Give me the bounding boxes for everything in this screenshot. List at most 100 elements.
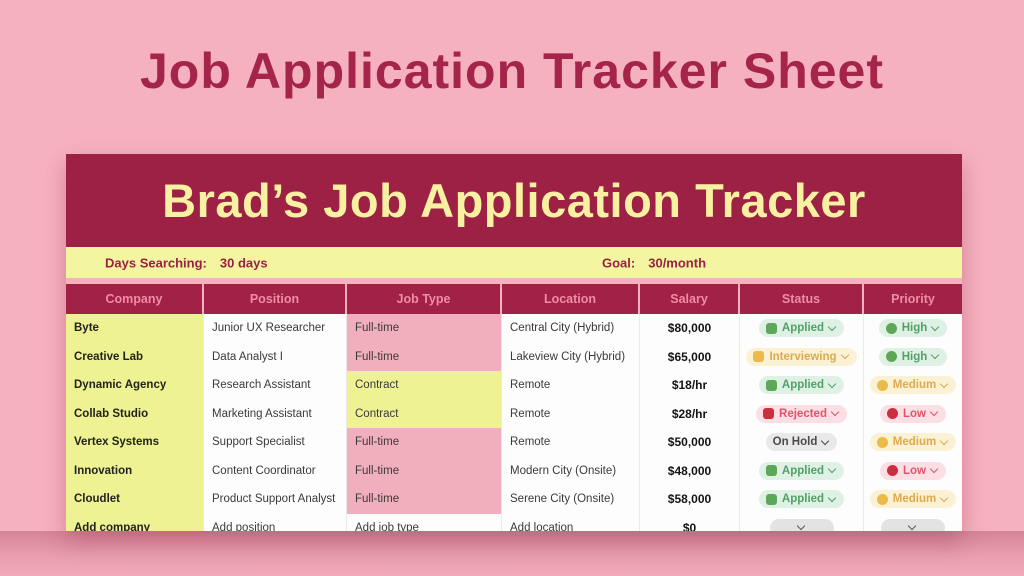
salary-cell[interactable]: $48,000 xyxy=(640,456,740,485)
priority-dropdown[interactable] xyxy=(881,518,945,531)
priority-dropdown[interactable]: Low xyxy=(880,461,946,480)
status-dropdown[interactable]: Applied xyxy=(758,319,845,338)
priority-cell: Low xyxy=(864,400,962,429)
days-searching-group: Days Searching: 30 days xyxy=(105,255,268,270)
priority-dropdown[interactable]: Medium xyxy=(869,490,957,509)
location-cell[interactable]: Central City (Hybrid) xyxy=(502,314,640,343)
priority-color-icon xyxy=(887,408,898,420)
priority-cell: Medium xyxy=(864,485,962,514)
priority-cell xyxy=(864,514,962,531)
sheet-banner-title: Brad’s Job Application Tracker xyxy=(162,174,866,227)
status-dropdown[interactable]: Applied xyxy=(758,376,845,395)
priority-dropdown[interactable]: Medium xyxy=(869,433,957,452)
status-dropdown[interactable]: Rejected xyxy=(756,404,847,423)
status-cell: Rejected xyxy=(740,399,864,428)
position-cell[interactable]: Marketing Assistant xyxy=(204,399,347,428)
location-cell[interactable]: Remote xyxy=(502,428,640,457)
status-label: Applied xyxy=(781,322,825,335)
company-cell[interactable]: Byte xyxy=(66,314,204,343)
chevron-down-icon xyxy=(939,436,949,445)
status-color-icon xyxy=(765,493,777,505)
company-cell[interactable]: Collab Studio xyxy=(66,399,204,428)
priority-dropdown[interactable]: High xyxy=(878,347,948,366)
location-cell[interactable]: Add location xyxy=(502,513,640,531)
job-type-cell[interactable]: Full-time xyxy=(347,342,502,371)
location-cell[interactable]: Remote xyxy=(502,371,640,400)
chevron-down-icon xyxy=(830,408,840,417)
salary-cell[interactable]: $65,000 xyxy=(640,342,740,371)
status-cell: Applied xyxy=(740,485,864,514)
priority-color-icon xyxy=(885,322,897,334)
status-cell: Interviewing xyxy=(740,342,864,371)
salary-cell[interactable]: $50,000 xyxy=(640,428,740,457)
salary-cell[interactable]: $28/hr xyxy=(640,399,740,428)
position-cell[interactable]: Research Assistant xyxy=(204,371,347,400)
status-color-icon xyxy=(765,465,777,477)
table-row: Innovation Content Coordinator Full-time… xyxy=(66,456,962,485)
job-type-cell[interactable]: Full-time xyxy=(347,485,502,514)
status-dropdown[interactable] xyxy=(769,518,834,531)
position-cell[interactable]: Add position xyxy=(204,513,347,531)
company-cell[interactable]: Vertex Systems xyxy=(66,428,204,457)
priority-color-icon xyxy=(876,436,888,448)
priority-color-icon xyxy=(887,465,898,477)
job-type-cell[interactable]: Full-time xyxy=(347,456,502,485)
header-cell-salary: Salary xyxy=(640,284,740,314)
status-dropdown[interactable]: Applied xyxy=(758,490,845,509)
header-cell-job-type: Job Type xyxy=(347,284,502,314)
header-cell-status: Status xyxy=(740,284,864,314)
company-cell[interactable]: Dynamic Agency xyxy=(66,371,204,400)
header-cell-priority: Priority xyxy=(891,292,935,306)
priority-label: Medium xyxy=(892,379,937,392)
position-cell[interactable]: Data Analyst I xyxy=(204,342,347,371)
position-cell[interactable]: Product Support Analyst xyxy=(204,485,347,514)
status-label: Applied xyxy=(781,464,825,477)
location-cell[interactable]: Serene City (Onsite) xyxy=(502,485,640,514)
job-type-cell[interactable]: Contract xyxy=(347,399,502,428)
priority-color-icon xyxy=(885,351,897,363)
job-type-cell[interactable]: Contract xyxy=(347,371,502,400)
priority-label: Medium xyxy=(892,493,937,506)
priority-cell: High xyxy=(864,343,962,372)
company-cell[interactable]: Add company xyxy=(66,513,204,531)
chevron-down-icon xyxy=(827,493,837,502)
chevron-down-icon xyxy=(840,351,849,360)
location-cell[interactable]: Modern City (Onsite) xyxy=(502,456,640,485)
salary-cell[interactable]: $58,000 xyxy=(640,485,740,514)
salary-cell[interactable]: $80,000 xyxy=(640,314,740,343)
status-label: On Hold xyxy=(772,436,818,449)
status-color-icon xyxy=(765,379,777,391)
priority-dropdown[interactable]: High xyxy=(878,319,948,338)
company-cell[interactable]: Innovation xyxy=(66,456,204,485)
days-searching-label: Days Searching: xyxy=(105,255,207,270)
status-dropdown[interactable]: Interviewing xyxy=(746,347,857,366)
location-cell[interactable]: Lakeview City (Hybrid) xyxy=(502,342,640,371)
priority-dropdown[interactable]: Low xyxy=(880,404,946,423)
priority-color-icon xyxy=(876,493,888,505)
sheet-bottom-shadow xyxy=(0,531,1024,576)
status-label: Applied xyxy=(781,493,825,506)
position-cell[interactable]: Support Specialist xyxy=(204,428,347,457)
table-body: Byte Junior UX Researcher Full-time Cent… xyxy=(66,314,962,531)
table-row: Byte Junior UX Researcher Full-time Cent… xyxy=(66,314,962,343)
priority-dropdown[interactable]: Medium xyxy=(869,376,957,395)
position-cell[interactable]: Junior UX Researcher xyxy=(204,314,347,343)
status-color-icon xyxy=(765,322,777,334)
company-cell[interactable]: Creative Lab xyxy=(66,342,204,371)
priority-label: High xyxy=(901,322,928,335)
goal-value[interactable]: 30/month xyxy=(648,255,707,270)
location-cell[interactable]: Remote xyxy=(502,399,640,428)
position-cell[interactable]: Content Coordinator xyxy=(204,456,347,485)
salary-cell[interactable]: $18/hr xyxy=(640,371,740,400)
sheet-banner: Brad’s Job Application Tracker xyxy=(66,154,962,247)
job-type-cell[interactable]: Full-time xyxy=(347,314,502,343)
salary-cell[interactable]: $0 xyxy=(640,513,740,531)
status-dropdown[interactable]: On Hold xyxy=(765,433,838,452)
company-cell[interactable]: Cloudlet xyxy=(66,485,204,514)
days-searching-value[interactable]: 30 days xyxy=(219,255,268,270)
job-type-cell[interactable]: Full-time xyxy=(347,428,502,457)
table-header-row: Company Position Job Type Location Salary Sta… xyxy=(66,284,962,314)
status-dropdown[interactable]: Applied xyxy=(758,461,845,480)
job-type-cell[interactable]: Add job type xyxy=(347,513,502,531)
